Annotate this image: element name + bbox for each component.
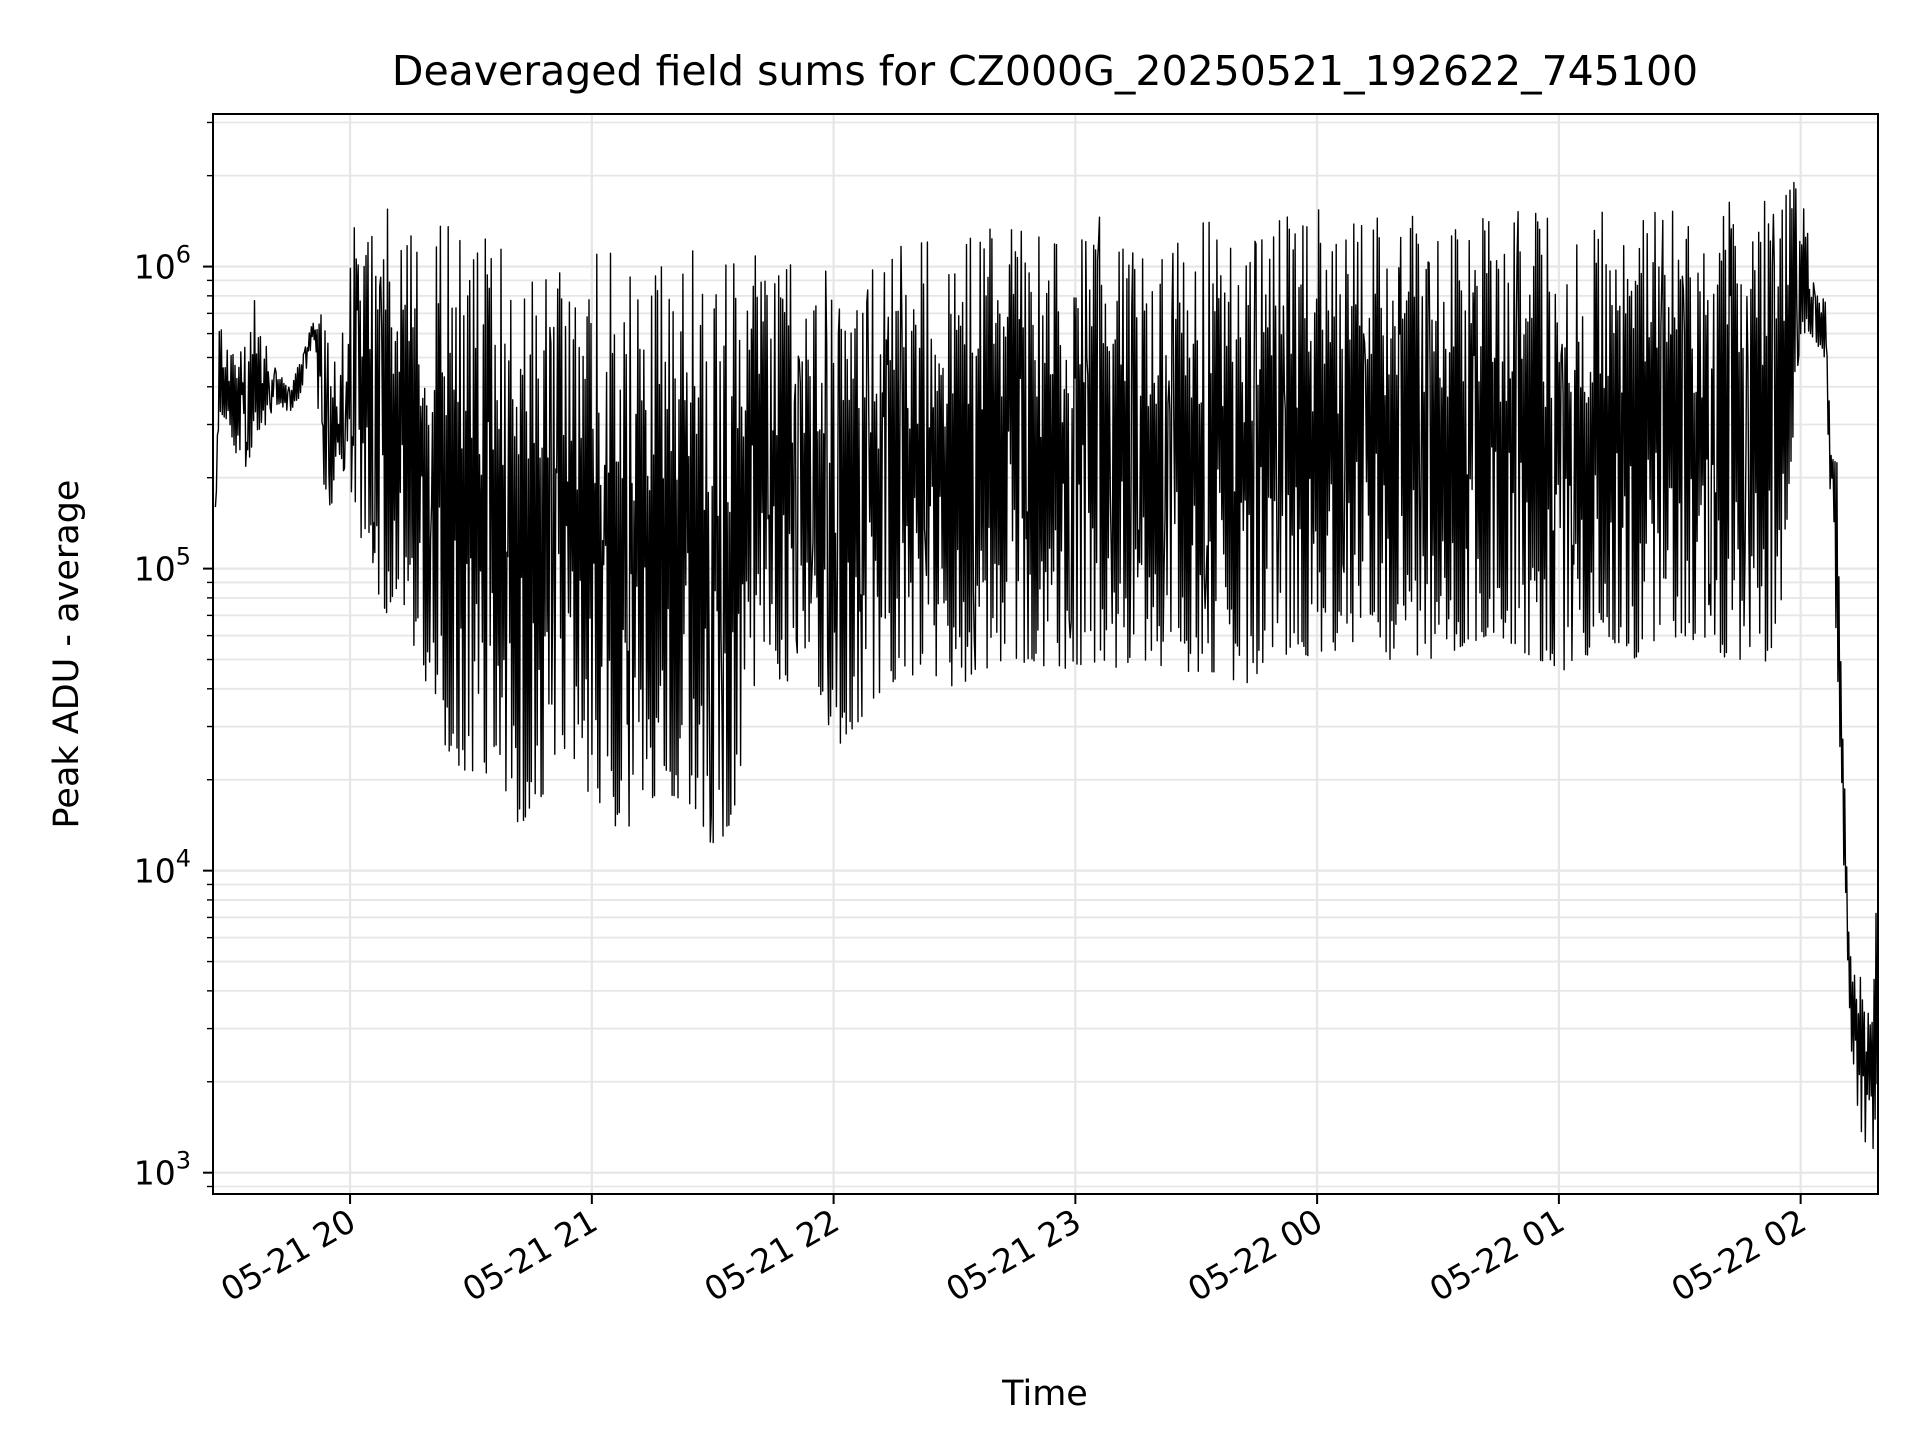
data-series-line — [214, 181, 1879, 1150]
y-tick-label: 106 — [134, 241, 191, 287]
chart-title: Deaveraged field sums for CZ000G_2025052… — [392, 47, 1698, 95]
data-layer — [214, 181, 1879, 1150]
y-tick-label: 104 — [134, 845, 191, 891]
y-axis-label: Peak ADU - average — [47, 480, 87, 829]
plot-frame — [212, 113, 1879, 1195]
x-axis-label: Time — [1001, 1374, 1088, 1414]
y-tick-label: 105 — [134, 543, 191, 589]
y-tick-label: 103 — [134, 1147, 191, 1193]
